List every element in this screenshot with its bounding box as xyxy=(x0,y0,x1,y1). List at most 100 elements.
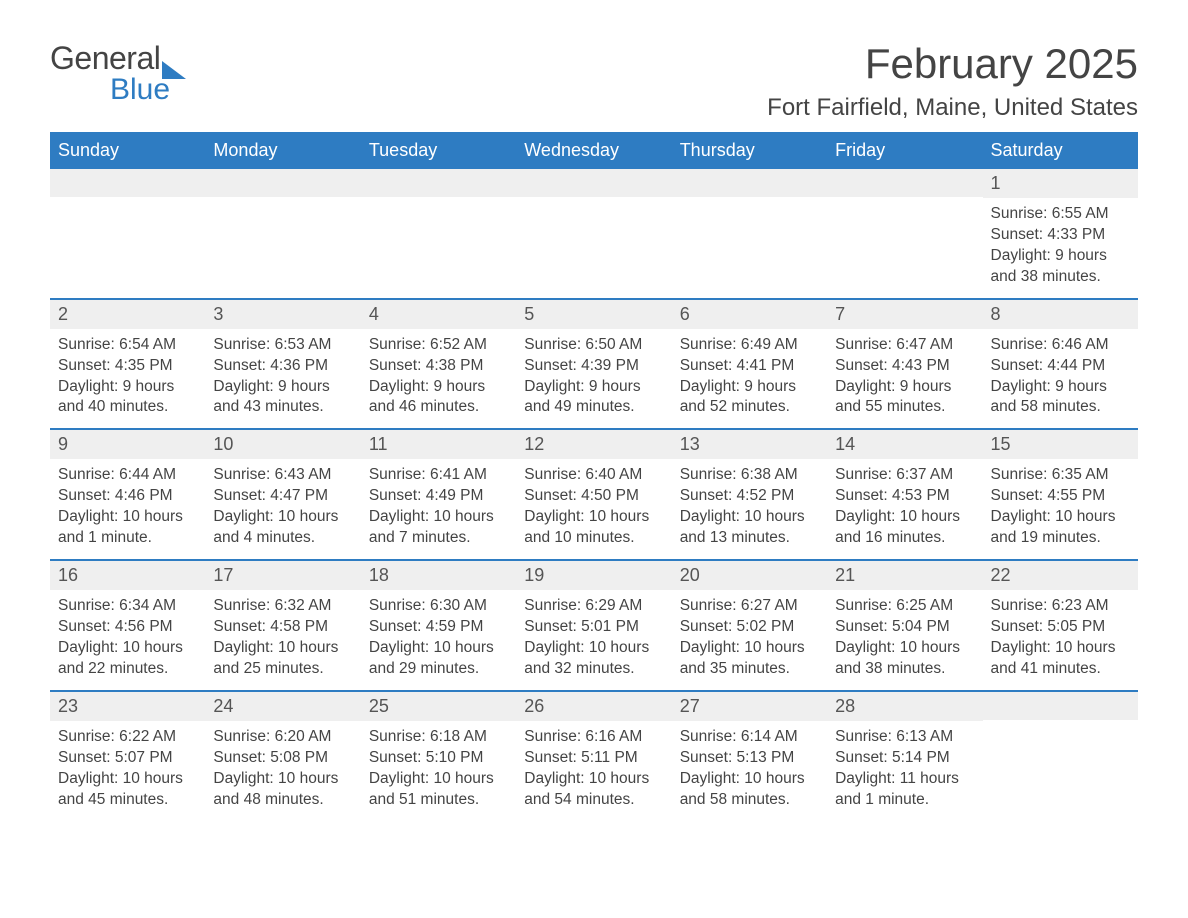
daylight-line: Daylight: 10 hours and 16 minutes. xyxy=(831,507,978,549)
daylight-line: Daylight: 10 hours and 35 minutes. xyxy=(676,638,823,680)
sunrise-line: Sunrise: 6:20 AM xyxy=(209,727,356,748)
sunrise-line: Sunrise: 6:32 AM xyxy=(209,596,356,617)
calendar-day-cell: 17 Sunrise: 6:32 AMSunset: 4:58 PMDayligh… xyxy=(205,561,360,690)
calendar-day-cell: 13Sunrise: 6:38 AMSunset: 4:52 PMDayligh… xyxy=(672,430,827,559)
day-number: 21 xyxy=(827,561,982,590)
day-number: 5 xyxy=(516,300,671,329)
sunrise-line: Sunrise: 6:27 AM xyxy=(676,596,823,617)
daylight-line: Daylight: 10 hours and 7 minutes. xyxy=(365,507,512,549)
calendar-day-cell: 28Sunrise: 6:13 AMSunset: 5:14 PMDayligh… xyxy=(827,692,982,821)
sunset-line: Sunset: 4:44 PM xyxy=(987,356,1134,377)
sunset-line: Sunset: 5:13 PM xyxy=(676,748,823,769)
day-number: 22 xyxy=(983,561,1138,590)
calendar-day-cell xyxy=(672,169,827,298)
day-number xyxy=(516,169,671,197)
calendar-day-cell: 24 Sunrise: 6:20 AMSunset: 5:08 PMDayligh… xyxy=(205,692,360,821)
calendar-day-cell xyxy=(827,169,982,298)
sunset-line: Sunset: 5:07 PM xyxy=(54,748,201,769)
sunrise-line: Sunrise: 6:47 AM xyxy=(831,335,978,356)
sunrise-line: Sunrise: 6:37 AM xyxy=(831,465,978,486)
sunset-line: Sunset: 4:59 PM xyxy=(365,617,512,638)
calendar-day-cell: 10Sunrise: 6:43 AMSunset: 4:47 PMDayligh… xyxy=(205,430,360,559)
day-number xyxy=(672,169,827,197)
month-title: February 2025 xyxy=(767,40,1138,88)
sunrise-line: Sunrise: 6:55 AM xyxy=(987,204,1134,225)
daylight-line: Daylight: 10 hours and 32 minutes. xyxy=(520,638,667,680)
sunset-line: Sunset: 4:43 PM xyxy=(831,356,978,377)
sunset-line: Sunset: 5:01 PM xyxy=(520,617,667,638)
sunrise-line: Sunrise: 6:54 AM xyxy=(54,335,201,356)
calendar-day-cell: 25Sunrise: 6:18 AMSunset: 5:10 PMDayligh… xyxy=(361,692,516,821)
weekday-header: Wednesday xyxy=(516,132,671,169)
daylight-line: Daylight: 10 hours and 51 minutes. xyxy=(365,769,512,811)
day-number: 26 xyxy=(516,692,671,721)
calendar-day-cell: 21Sunrise: 6:25 AMSunset: 5:04 PMDayligh… xyxy=(827,561,982,690)
calendar-day-cell: 5Sunrise: 6:50 AMSunset: 4:39 PMDaylight… xyxy=(516,300,671,429)
page-header: General Blue February 2025 Fort Fairfiel… xyxy=(50,40,1138,122)
day-number: 11 xyxy=(361,430,516,459)
daylight-line: Daylight: 10 hours and 22 minutes. xyxy=(54,638,201,680)
sunrise-line: Sunrise: 6:25 AM xyxy=(831,596,978,617)
title-block: February 2025 Fort Fairfield, Maine, Uni… xyxy=(767,40,1138,122)
sunrise-line: Sunrise: 6:40 AM xyxy=(520,465,667,486)
day-number: 23 xyxy=(50,692,205,721)
calendar-week-row: 16Sunrise: 6:34 AMSunset: 4:56 PMDayligh… xyxy=(50,559,1138,690)
sunrise-line: Sunrise: 6:22 AM xyxy=(54,727,201,748)
daylight-line: Daylight: 10 hours and 19 minutes. xyxy=(987,507,1134,549)
day-number: 9 xyxy=(50,430,205,459)
sunrise-line: Sunrise: 6:34 AM xyxy=(54,596,201,617)
day-number: 12 xyxy=(516,430,671,459)
sunset-line: Sunset: 4:55 PM xyxy=(987,486,1134,507)
sunset-line: Sunset: 5:10 PM xyxy=(365,748,512,769)
daylight-line: Daylight: 9 hours and 55 minutes. xyxy=(831,377,978,419)
sunrise-line: Sunrise: 6:53 AM xyxy=(209,335,356,356)
sunset-line: Sunset: 4:58 PM xyxy=(209,617,356,638)
daylight-line: Daylight: 11 hours and 1 minute. xyxy=(831,769,978,811)
daylight-line: Daylight: 10 hours and 41 minutes. xyxy=(987,638,1134,680)
sunset-line: Sunset: 5:05 PM xyxy=(987,617,1134,638)
day-number: 17 xyxy=(205,561,360,590)
logo-triangle-icon xyxy=(162,61,186,79)
calendar-body: 1Sunrise: 6:55 AMSunset: 4:33 PMDaylight… xyxy=(50,169,1138,820)
sunset-line: Sunset: 4:50 PM xyxy=(520,486,667,507)
day-number: 16 xyxy=(50,561,205,590)
day-number: 19 xyxy=(516,561,671,590)
day-number: 10 xyxy=(205,430,360,459)
sunrise-line: Sunrise: 6:13 AM xyxy=(831,727,978,748)
daylight-line: Daylight: 9 hours and 43 minutes. xyxy=(209,377,356,419)
day-number: 8 xyxy=(983,300,1138,329)
sunrise-line: Sunrise: 6:38 AM xyxy=(676,465,823,486)
calendar-day-cell: 18Sunrise: 6:30 AMSunset: 4:59 PMDayligh… xyxy=(361,561,516,690)
calendar-day-cell: 23 Sunrise: 6:22 AMSunset: 5:07 PMDayligh… xyxy=(50,692,205,821)
sunset-line: Sunset: 5:14 PM xyxy=(831,748,978,769)
day-number xyxy=(827,169,982,197)
calendar-day-cell: 3 Sunrise: 6:53 AMSunset: 4:36 PMDaylight… xyxy=(205,300,360,429)
day-number: 24 xyxy=(205,692,360,721)
day-number xyxy=(983,692,1138,720)
day-number: 13 xyxy=(672,430,827,459)
calendar-header-row: Sunday Monday Tuesday Wednesday Thursday… xyxy=(50,132,1138,169)
calendar-week-row: 23Sunrise: 6:22 AMSunset: 5:07 PMDayligh… xyxy=(50,690,1138,821)
day-number: 14 xyxy=(827,430,982,459)
sunrise-line: Sunrise: 6:30 AM xyxy=(365,596,512,617)
daylight-line: Daylight: 10 hours and 48 minutes. xyxy=(209,769,356,811)
daylight-line: Daylight: 10 hours and 58 minutes. xyxy=(676,769,823,811)
sunrise-line: Sunrise: 6:14 AM xyxy=(676,727,823,748)
day-number: 2 xyxy=(50,300,205,329)
daylight-line: Daylight: 9 hours and 52 minutes. xyxy=(676,377,823,419)
calendar-day-cell: 9Sunrise: 6:44 AMSunset: 4:46 PMDaylight… xyxy=(50,430,205,559)
calendar-day-cell xyxy=(516,169,671,298)
day-number xyxy=(205,169,360,197)
daylight-line: Daylight: 10 hours and 25 minutes. xyxy=(209,638,356,680)
sunrise-line: Sunrise: 6:52 AM xyxy=(365,335,512,356)
sunset-line: Sunset: 4:36 PM xyxy=(209,356,356,377)
sunrise-line: Sunrise: 6:29 AM xyxy=(520,596,667,617)
day-number: 7 xyxy=(827,300,982,329)
daylight-line: Daylight: 10 hours and 45 minutes. xyxy=(54,769,201,811)
weekday-header: Sunday xyxy=(50,132,205,169)
sunset-line: Sunset: 4:35 PM xyxy=(54,356,201,377)
day-number: 3 xyxy=(205,300,360,329)
day-number xyxy=(50,169,205,197)
sunset-line: Sunset: 5:08 PM xyxy=(209,748,356,769)
calendar-day-cell xyxy=(361,169,516,298)
